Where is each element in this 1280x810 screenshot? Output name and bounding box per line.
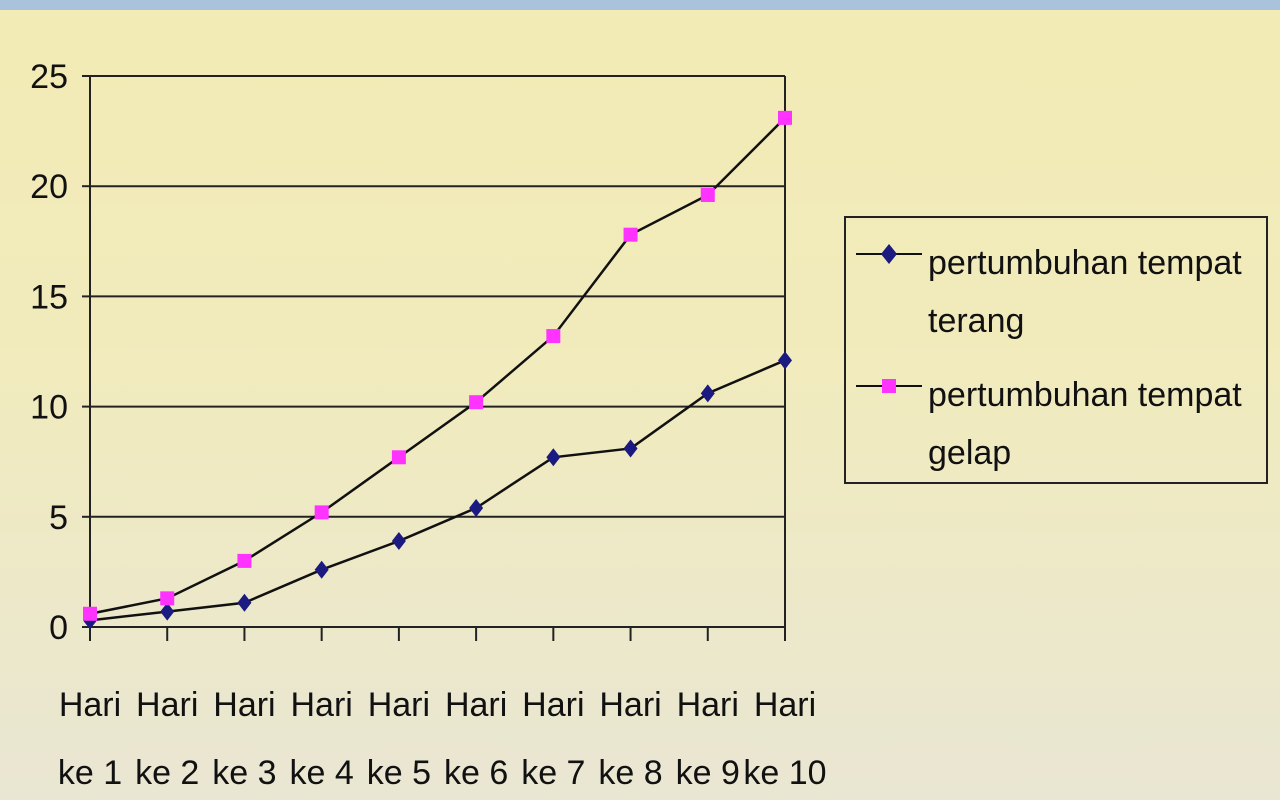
data-point-square: [623, 227, 638, 242]
x-tick-label: ke 4: [290, 754, 354, 792]
x-tick-label: Hari: [136, 686, 198, 724]
y-axis-ticks: 0 5 10 15 20 25: [30, 58, 90, 647]
legend-label-gelap-line1: pertumbuhan tempat gelap: [928, 376, 1242, 472]
data-point-diamond: [237, 593, 252, 612]
x-tick-label: Hari: [754, 686, 816, 724]
data-point-square: [469, 395, 484, 410]
data-point-square: [237, 553, 252, 568]
legend-label-terang-line2: terang: [928, 302, 1025, 340]
square-marker-icon: [882, 379, 896, 393]
axes: [89, 76, 786, 628]
series-line-0: [89, 359, 786, 622]
x-tick-label: ke 9: [676, 754, 740, 792]
x-tick-label: ke 7: [521, 754, 585, 792]
x-tick-label: Hari: [599, 686, 661, 724]
gridlines: [90, 75, 785, 518]
x-tick-label: Hari: [677, 686, 739, 724]
x-tick-label: ke 5: [367, 754, 431, 792]
legend-item-terang: pertumbuhan tempat terang: [846, 234, 1268, 350]
data-point-square: [700, 188, 715, 203]
legend: pertumbuhan tempat terang pertumbuhan te…: [844, 216, 1268, 484]
data-point-diamond: [314, 560, 329, 579]
x-tick-label: Hari: [445, 686, 507, 724]
legend-swatch-terang: [856, 234, 922, 274]
data-point-diamond: [391, 532, 406, 551]
data-point-diamond: [546, 448, 561, 467]
x-tick-label: ke 3: [212, 754, 276, 792]
x-tick-label: ke 6: [444, 754, 508, 792]
data-point-square: [546, 329, 561, 344]
series-line-1: [89, 116, 786, 616]
y-tick-label: 10: [30, 389, 68, 427]
data-point-diamond: [700, 384, 715, 403]
legend-label-terang-line1: pertumbuhan tempat: [928, 244, 1242, 282]
data-point-square: [778, 110, 792, 125]
diamond-marker-icon: [881, 244, 897, 264]
x-tick-label: ke 2: [135, 754, 199, 792]
series-markers: [83, 110, 792, 630]
data-point-diamond: [778, 351, 792, 370]
data-point-square: [391, 450, 406, 465]
legend-label-terang: pertumbuhan tempat terang: [928, 234, 1268, 350]
legend-swatch-gelap: [856, 366, 922, 406]
data-point-square: [160, 591, 175, 606]
x-tick-label: Hari: [522, 686, 584, 724]
data-point-square: [83, 606, 97, 621]
y-tick-label: 5: [49, 499, 68, 537]
x-tick-label: ke 8: [598, 754, 662, 792]
legend-label-gelap: pertumbuhan tempat gelap: [928, 366, 1268, 482]
y-tick-label: 15: [30, 278, 68, 316]
y-tick-label: 20: [30, 168, 68, 206]
y-tick-label: 25: [30, 58, 68, 96]
data-point-diamond: [160, 602, 175, 621]
data-point-diamond: [469, 498, 484, 517]
y-tick-label: 0: [49, 609, 68, 647]
x-tick-label: ke 1: [58, 754, 122, 792]
x-tick-label: Hari: [213, 686, 275, 724]
x-tick-label: Hari: [368, 686, 430, 724]
data-point-diamond: [623, 439, 638, 458]
data-point-square: [314, 505, 329, 520]
series-lines: [89, 116, 786, 622]
legend-item-gelap: pertumbuhan tempat gelap: [846, 366, 1268, 482]
x-tick-label: Hari: [290, 686, 352, 724]
x-tick-label: Hari: [59, 686, 121, 724]
x-axis-ticks: Hari ke 1 Hari ke 2 Hari ke 3 Hari ke 4 Hari ke 5…: [58, 627, 827, 792]
x-tick-label: ke 10: [743, 754, 826, 792]
